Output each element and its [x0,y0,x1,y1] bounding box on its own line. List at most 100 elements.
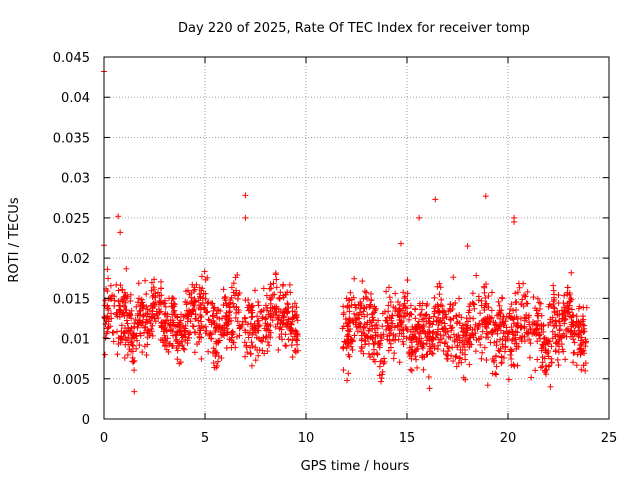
data-point [551,331,558,338]
data-point [537,364,544,371]
data-point [173,344,180,351]
data-point [515,280,522,287]
data-point [293,304,300,311]
data-point [127,311,134,318]
data-point [497,315,504,322]
data-point [255,298,262,305]
data-point [470,315,477,322]
data-point [131,388,138,395]
data-point [466,361,473,368]
data-point [196,333,203,340]
data-point [216,337,223,344]
data-point [518,324,525,331]
data-point [119,298,126,305]
data-point [475,297,482,304]
data-point [550,282,557,289]
data-point [367,301,374,308]
data-point [278,326,285,333]
data-point [392,336,399,343]
data-point [491,326,498,333]
data-point [526,321,533,328]
data-point [568,327,575,334]
data-point [163,338,170,345]
data-point [554,311,561,318]
data-point [351,332,358,339]
data-point [277,289,284,296]
data-point [166,341,173,348]
data-point [545,363,552,370]
data-point [249,309,256,316]
data-point [212,328,219,335]
data-point [573,313,580,320]
data-point [218,354,225,361]
data-point [554,332,561,339]
data-point [554,311,561,318]
data-point [102,351,109,358]
data-point [121,354,128,361]
data-point [190,306,197,313]
data-point [494,325,501,332]
data-point [559,333,566,340]
data-point [155,289,162,296]
data-point [261,325,268,332]
data-point [454,318,461,325]
data-point [425,373,432,380]
data-point [123,265,130,272]
data-point [211,304,218,311]
data-point [533,329,540,336]
data-point [257,309,264,316]
y-tick-label: 0.02 [61,252,90,267]
data-point [396,312,403,319]
data-point [181,346,188,353]
data-point [243,342,250,349]
data-point [165,320,172,327]
data-point [365,327,372,334]
data-point [518,300,525,307]
data-point [229,328,236,335]
data-point [455,331,462,338]
data-point [440,315,447,322]
data-point [442,325,449,332]
data-point [105,318,112,325]
data-point [400,313,407,320]
data-point [390,303,397,310]
data-point [291,333,298,340]
data-point [529,330,536,337]
data-point [174,313,181,320]
data-point [188,310,195,317]
data-point [537,300,544,307]
data-point [233,304,240,311]
data-point [453,313,460,320]
data-point [437,317,444,324]
data-point [271,291,278,298]
data-point [267,322,274,329]
data-point [499,336,506,343]
data-point [545,321,552,328]
data-point [140,313,147,320]
data-point [345,297,352,304]
data-point [401,300,408,307]
data-point [128,315,135,322]
data-point [357,323,364,330]
data-point [434,283,441,290]
data-point [370,341,377,348]
data-point [248,339,255,346]
data-point [482,294,489,301]
data-point [447,317,454,324]
data-point [442,329,449,336]
data-point [353,324,360,331]
data-point [124,320,131,327]
data-point [349,338,356,345]
data-point [179,342,186,349]
data-point [429,321,436,328]
data-point [511,363,518,370]
data-point [162,343,169,350]
data-point [509,329,516,336]
data-point [488,314,495,321]
data-point [568,269,575,276]
data-point [272,271,279,278]
data-point [239,321,246,328]
data-point [104,266,111,273]
grid-lines [104,57,609,419]
data-point [118,322,125,329]
